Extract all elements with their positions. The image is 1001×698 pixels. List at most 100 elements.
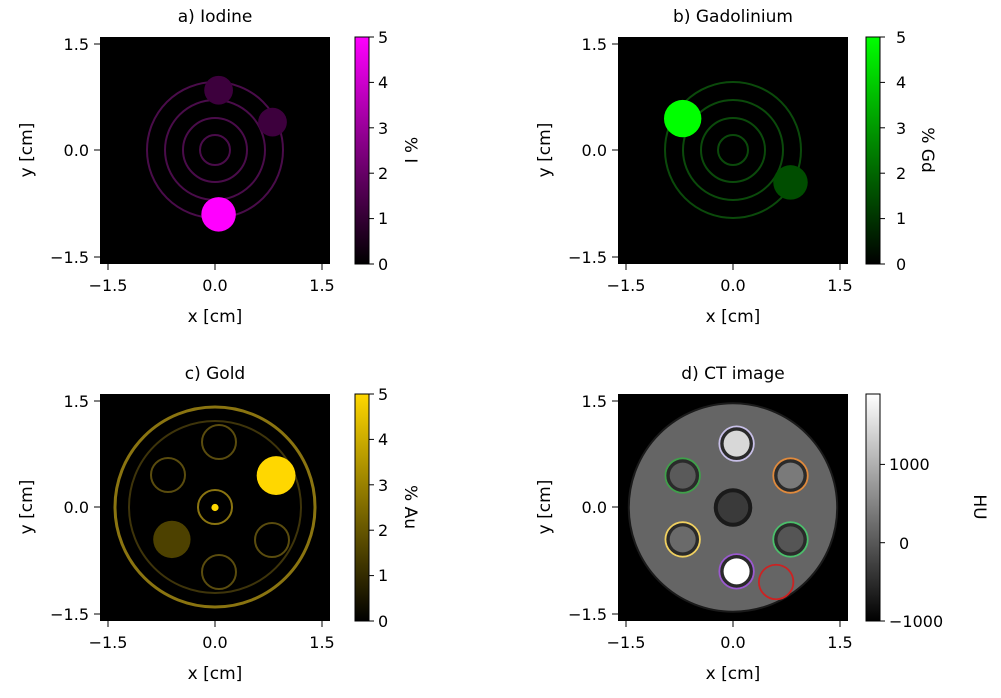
panel-b-cbar-tick: 0 (896, 255, 906, 274)
panel-b-cbar-tick: 5 (896, 28, 906, 47)
panel-b-cbar-label: % Gd (917, 127, 937, 173)
vial-fill-mark (723, 558, 750, 585)
high-concentration-vial-mark (664, 99, 702, 138)
panel-b-ytick: 1.5 (582, 35, 607, 54)
panel-c-ytick: 0.0 (64, 498, 89, 517)
panel-c-xtick: 0.0 (202, 633, 227, 652)
panel-a-title: a) Iodine (178, 7, 253, 27)
panel-d-title: d) CT image (681, 364, 784, 384)
panel-d-cbar-tick: −1000 (889, 612, 943, 631)
panel-a-yaxis: 1.5 0.0 −1.5 y [cm] (17, 35, 100, 267)
panel-a-xtick: 0.0 (202, 276, 227, 295)
panel-b-yaxis: 1.5 0.0 −1.5 y [cm] (535, 35, 618, 267)
panel-b: b) Gadolinium −1.5 0.0 1.5 x [cm] 1.5 0.… (535, 7, 937, 327)
panel-d-ytick: 0.0 (582, 498, 607, 517)
panel-a: a) Iodine −1.5 0.0 1.5 x [cm] 1.5 0.0 −1… (17, 7, 420, 327)
high-concentration-vial-mark (201, 197, 236, 232)
panel-c-xlabel: x [cm] (188, 664, 243, 684)
vial-mark (153, 520, 191, 559)
panel-d-yaxis: 1.5 0.0 −1.5 y [cm] (535, 392, 618, 624)
panel-c-yaxis: 1.5 0.0 −1.5 y [cm] (17, 392, 100, 624)
panel-a-cbar-tick: 3 (378, 119, 388, 138)
panel-b-xtick: 1.5 (827, 276, 852, 295)
panel-b-colorbar: 0 1 2 3 4 5 % Gd (865, 28, 937, 274)
panel-c-colorbar: 0 1 2 3 4 5 % Au (354, 385, 420, 631)
panel-c-marks (153, 456, 296, 559)
panel-d-cbar-tick: 0 (899, 534, 909, 553)
vial-fill-mark (777, 462, 804, 489)
vial-fill-mark (723, 430, 750, 457)
panel-c-cbar-tick: 1 (378, 566, 388, 585)
panel-d-colorbar: −1000 0 1000 HU (865, 393, 989, 631)
panel-a-marks (201, 75, 287, 232)
panel-b-title: b) Gadolinium (673, 7, 793, 27)
panel-d-xaxis: −1.5 0.0 1.5 x [cm] (607, 621, 853, 684)
panel-a-cbar-tick: 0 (378, 255, 388, 274)
panel-a-xaxis: −1.5 0.0 1.5 x [cm] (89, 264, 335, 327)
panel-c-cbar-tick: 0 (378, 612, 388, 631)
panel-d-xtick: 0.0 (720, 633, 745, 652)
panel-b-ytick: 0.0 (582, 141, 607, 160)
center-vial-mark (713, 488, 753, 527)
panel-c-cbar-label: % Au (400, 485, 420, 529)
vial-fill-mark (669, 462, 696, 489)
panel-c-xaxis: −1.5 0.0 1.5 x [cm] (89, 621, 335, 684)
vial-fill-mark (777, 526, 804, 553)
panel-c-cbar-tick: 3 (378, 476, 388, 495)
panel-b-xaxis: −1.5 0.0 1.5 x [cm] (607, 264, 853, 327)
panel-c-ytick: −1.5 (50, 605, 89, 624)
panel-d-ytick: −1.5 (568, 605, 607, 624)
panel-b-cbar-tick: 4 (896, 73, 906, 92)
panel-d-xtick: 1.5 (827, 633, 852, 652)
panel-c-xtick: −1.5 (89, 633, 128, 652)
panel-a-xtick: −1.5 (89, 276, 128, 295)
panel-b-cbar-tick: 3 (896, 119, 906, 138)
panel-b-cbar-tick: 1 (896, 209, 906, 228)
vial-mark (204, 75, 233, 105)
panel-c-cbar-tick: 5 (378, 385, 388, 404)
panel-d-marks (627, 402, 839, 613)
panel-d-cbar-label: HU (969, 494, 989, 519)
panel-c-xtick: 1.5 (309, 633, 334, 652)
panel-d-xtick: −1.5 (607, 633, 646, 652)
panel-a-colorbar: 0 1 2 3 4 5 % I (354, 28, 420, 274)
panel-c: c) Gold −1.5 0.0 1.5 x [cm] 1.5 0.0 (17, 364, 420, 684)
panel-b-ytick: −1.5 (568, 248, 607, 267)
high-concentration-vial-mark (256, 456, 296, 495)
panel-a-cbar-tick: 4 (378, 73, 388, 92)
panel-b-xtick: 0.0 (720, 276, 745, 295)
panel-a-ytick: 0.0 (64, 141, 89, 160)
panel-d: d) CT image −1.5 0.0 1.5 x [cm] 1.5 0.0 … (535, 364, 989, 684)
panel-d-ytick: 1.5 (582, 392, 607, 411)
panel-a-cbar-tick: 5 (378, 28, 388, 47)
roi-mark (757, 563, 795, 601)
panel-d-xlabel: x [cm] (706, 664, 761, 684)
panel-a-ytick: 1.5 (64, 35, 89, 54)
panel-a-cbar-tick: 2 (378, 164, 388, 183)
panel-b-rings (664, 81, 802, 219)
panel-c-title: c) Gold (185, 364, 245, 384)
panel-b-marks (664, 99, 808, 200)
panel-d-ylabel: y [cm] (535, 480, 555, 535)
panel-a-cbar-tick: 1 (378, 209, 388, 228)
panel-b-xtick: −1.5 (607, 276, 646, 295)
panel-b-ylabel: y [cm] (535, 123, 555, 178)
panel-c-cbar-tick: 4 (378, 430, 388, 449)
panel-c-rings (113, 405, 317, 609)
panel-c-cbar-tick: 2 (378, 521, 388, 540)
panel-a-xlabel: x [cm] (188, 307, 243, 327)
panel-c-ytick: 1.5 (64, 392, 89, 411)
vial-mark (773, 165, 808, 200)
vial-mark (258, 107, 287, 137)
panel-a-cbar-label: % I (400, 137, 420, 164)
panel-b-plot (618, 37, 848, 264)
panel-c-ylabel: y [cm] (17, 480, 37, 535)
panel-a-ytick: −1.5 (50, 248, 89, 267)
panel-b-cbar-tick: 2 (896, 164, 906, 183)
panel-d-cbar-tick: 1000 (889, 455, 930, 474)
panel-a-ylabel: y [cm] (17, 123, 37, 178)
panel-b-xlabel: x [cm] (706, 307, 761, 327)
vial-fill-mark (669, 526, 696, 553)
panel-a-xtick: 1.5 (309, 276, 334, 295)
